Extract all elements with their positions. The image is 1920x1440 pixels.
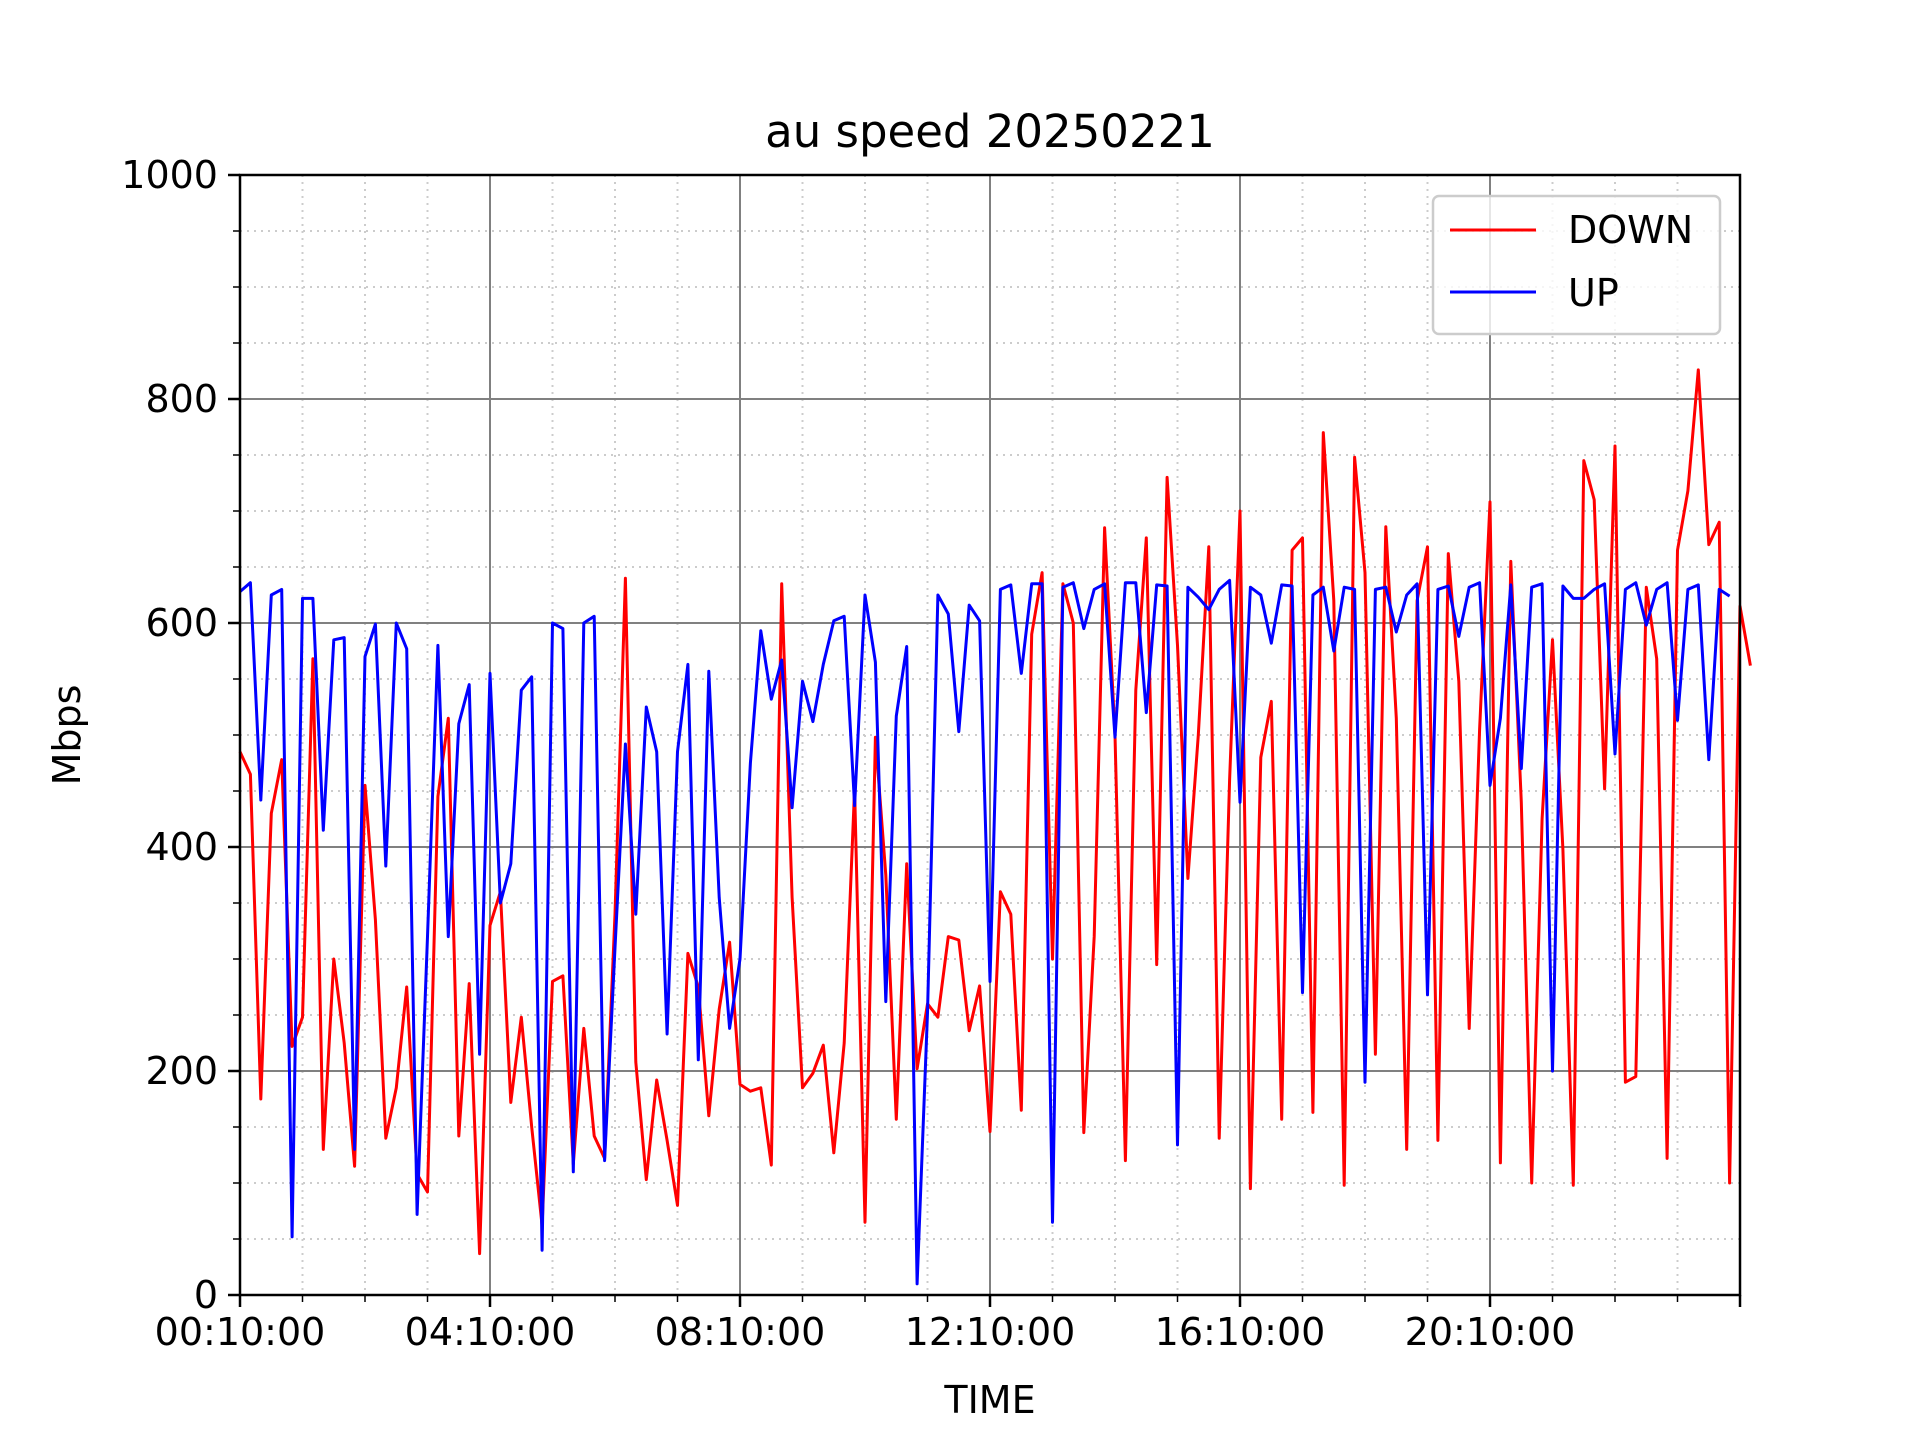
- y-tick-label: 1000: [121, 153, 218, 197]
- axis-ticks: [228, 173, 1742, 1307]
- y-tick-label: 600: [145, 601, 218, 645]
- major-grid: [240, 175, 1740, 1295]
- x-tick-label: 16:10:00: [1155, 1310, 1326, 1354]
- legend-label-down: DOWN: [1568, 208, 1693, 252]
- series-line-down: [238, 368, 1752, 1256]
- chart-title: au speed 20250221: [765, 105, 1215, 158]
- legend-label-up: UP: [1568, 271, 1619, 315]
- series-layer: [238, 368, 1752, 1286]
- y-axis-label: Mbps: [45, 685, 89, 786]
- legend: DOWN UP: [1431, 194, 1722, 336]
- x-tick-label: 00:10:00: [155, 1310, 326, 1354]
- x-tick-label: 20:10:00: [1405, 1310, 1576, 1354]
- y-tick-labels: 0 200 400 600 800 1000: [121, 153, 218, 1317]
- y-tick-label: 200: [145, 1049, 218, 1093]
- x-tick-label: 04:10:00: [405, 1310, 576, 1354]
- x-axis-label: TIME: [943, 1378, 1035, 1422]
- series-line-up: [239, 578, 1731, 1286]
- x-tick-label: 08:10:00: [655, 1310, 826, 1354]
- y-tick-label: 800: [145, 377, 218, 421]
- y-tick-label: 0: [194, 1273, 218, 1317]
- x-tick-labels: 00:10:00 04:10:00 08:10:00 12:10:00 16:10:00…: [155, 1310, 1576, 1354]
- y-tick-label: 400: [145, 825, 218, 869]
- x-tick-label: 12:10:00: [905, 1310, 1076, 1354]
